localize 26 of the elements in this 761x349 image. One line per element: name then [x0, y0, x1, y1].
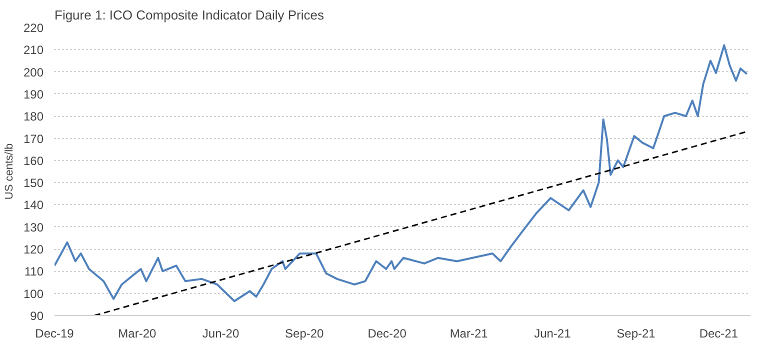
x-tick-label: Jun-20	[202, 326, 240, 340]
x-tick-label: Dec-19	[35, 326, 74, 340]
y-tick-label: 180	[23, 110, 44, 124]
y-tick-label: 210	[23, 43, 44, 58]
x-tick-label: Sep-20	[285, 326, 324, 340]
y-tick-label: 120	[23, 242, 44, 257]
x-tick-label: Dec-21	[699, 326, 738, 340]
x-tick-label: Mar-21	[450, 326, 488, 340]
y-tick-label: 170	[23, 132, 44, 146]
x-tick-label: Sep-21	[616, 326, 656, 340]
x-tick-label: Dec-20	[368, 326, 407, 340]
y-tick-label: 220	[23, 21, 44, 35]
line-series	[54, 44, 748, 302]
y-tick-label: 200	[23, 65, 44, 80]
y-tick-label: 190	[23, 87, 44, 102]
x-tick-label: Jun-21	[534, 326, 572, 340]
chart-title: Figure 1: ICO Composite Indicator Daily Prices	[54, 8, 324, 22]
x-tick-label: Mar-20	[118, 326, 157, 340]
y-tick-label: 90	[30, 309, 44, 323]
y-axis-title: US cents/lb	[3, 143, 16, 200]
y-tick-label: 150	[23, 176, 44, 190]
y-tick-label: 140	[23, 198, 44, 212]
y-tick-label: 100	[23, 286, 44, 301]
y-tick-label: 130	[23, 220, 44, 234]
y-tick-label: 110	[24, 264, 44, 279]
y-tick-label: 160	[23, 154, 44, 168]
